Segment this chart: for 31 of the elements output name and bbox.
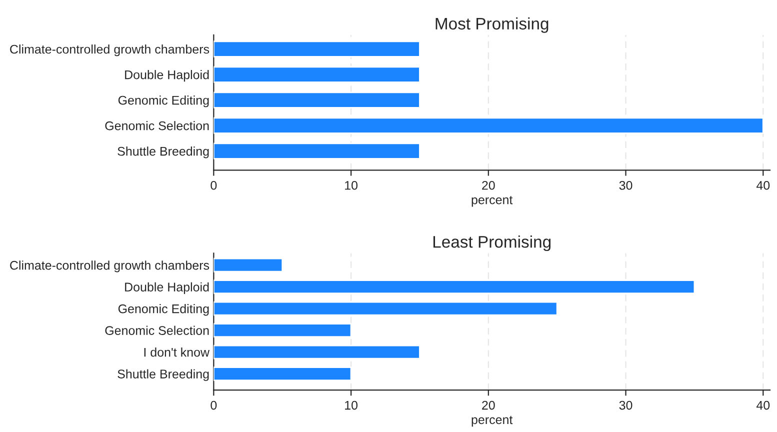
x-tick-label: 20 [482, 180, 495, 190]
y-tick-label: Shuttle Breeding [118, 146, 209, 158]
y-tick-label: I don't know [144, 348, 210, 357]
y-tick-label: Double Haploid [125, 70, 209, 82]
x-tick-label: 40 [756, 400, 770, 410]
y-tick-label: Genomic Editing [118, 304, 209, 316]
y-tick-label: Genomic Selection [105, 326, 209, 335]
y-tick-label: Shuttle Breeding [118, 369, 209, 381]
x-tick-label: 10 [345, 400, 358, 410]
x-tick-label: 30 [619, 400, 632, 410]
bar [214, 344, 420, 360]
x-tick-label: 0 [210, 400, 217, 410]
y-tick-label: Genomic Editing [118, 96, 209, 108]
bar [214, 323, 352, 338]
y-tick-label: Climate-controlled growth chambers [10, 44, 210, 56]
bar [214, 301, 558, 316]
bar [214, 366, 352, 382]
y-tick-label: Climate-controlled growth chambers [10, 260, 210, 272]
x-tick-label: 40 [756, 180, 770, 190]
chart-title: Most Promising [436, 17, 548, 33]
bar [214, 280, 696, 294]
x-tick-label: 10 [345, 180, 358, 190]
x-tick-label: 20 [482, 400, 495, 410]
x-tick-label: 0 [210, 180, 217, 190]
chart-title: Least Promising [433, 236, 551, 252]
bar [214, 258, 284, 272]
x-tick-label: 30 [619, 180, 632, 190]
x-axis-title: percent [472, 416, 513, 427]
y-tick-label: Genomic Selection [105, 121, 209, 130]
y-tick-label: Double Haploid [125, 282, 209, 294]
x-axis-title: percent [472, 196, 513, 207]
